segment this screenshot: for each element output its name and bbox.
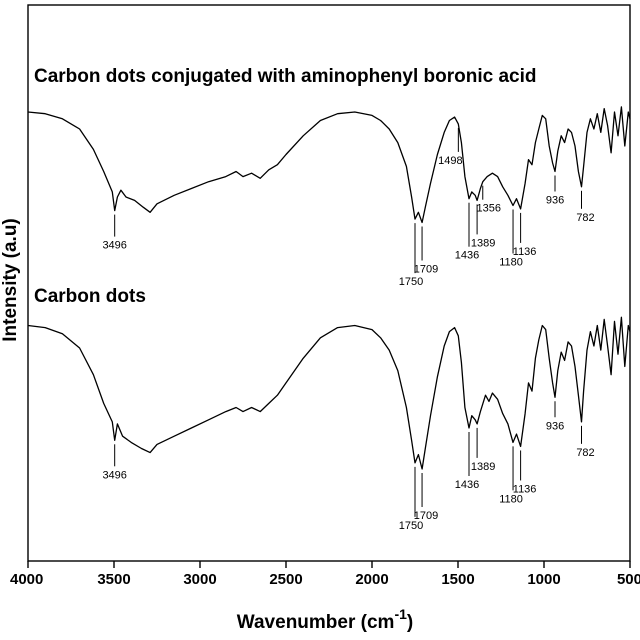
peak-label-s1-1180: 1180 [499, 257, 523, 269]
spectrum-line-1 [27, 106, 631, 224]
spectrum-line-2 [27, 316, 631, 470]
spectra [27, 106, 631, 470]
x-tick-label-2500: 2500 [269, 571, 302, 588]
peak-label-s2-1436: 1436 [455, 479, 479, 491]
peak-label-s1-3496: 3496 [102, 240, 126, 252]
x-tick-label-2000: 2000 [355, 571, 388, 588]
peak-label-s2-782: 782 [576, 447, 594, 459]
peak-label-s1-1498: 1498 [438, 155, 462, 167]
peak-label-s1-1389: 1389 [471, 237, 495, 249]
peak-label-s1-1709: 1709 [414, 264, 438, 276]
series-label-carbon-dots: Carbon dots [34, 286, 146, 307]
x-axis-title-superscript: -1 [394, 606, 407, 622]
peak-label-s1-1136: 1136 [513, 246, 537, 258]
peak-label-s1-1750: 1750 [399, 276, 423, 288]
x-tick-label-3000: 3000 [183, 571, 216, 588]
peak-label-s2-1709: 1709 [414, 510, 438, 522]
peak-annotations: 3496175017091498143613891356118011369367… [102, 127, 595, 532]
x-tick-label-1000: 1000 [527, 571, 560, 588]
x-axis-ticks: 4000 3500 3000 2500 2000 1500 1000 500 [10, 561, 640, 588]
series-label-conjugated: Carbon dots conjugated with aminophenyl … [34, 66, 536, 87]
peak-label-s1-1356: 1356 [477, 203, 501, 215]
y-axis-title: Intensity (a.u) [0, 218, 21, 342]
peak-label-s1-1436: 1436 [455, 250, 479, 262]
x-axis-title: Wavenumber (cm-1) [237, 606, 413, 633]
peak-label-s2-1180: 1180 [499, 493, 523, 505]
peak-label-s2-1389: 1389 [471, 461, 495, 473]
peak-label-s1-936: 936 [546, 195, 564, 207]
x-tick-label-500: 500 [617, 571, 640, 588]
x-tick-label-3500: 3500 [97, 571, 130, 588]
x-axis-title-main: Wavenumber (cm [237, 612, 395, 633]
x-tick-label-4000: 4000 [10, 571, 43, 588]
x-tick-label-1500: 1500 [441, 571, 474, 588]
peak-label-s1-782: 782 [576, 212, 594, 224]
peak-label-s2-936: 936 [546, 420, 564, 432]
x-axis-title-close: ) [407, 612, 413, 633]
peak-label-s2-3496: 3496 [102, 469, 126, 481]
peak-label-s2-1750: 1750 [399, 520, 423, 532]
plot-frame [27, 4, 631, 562]
peak-label-s2-1136: 1136 [513, 483, 537, 495]
